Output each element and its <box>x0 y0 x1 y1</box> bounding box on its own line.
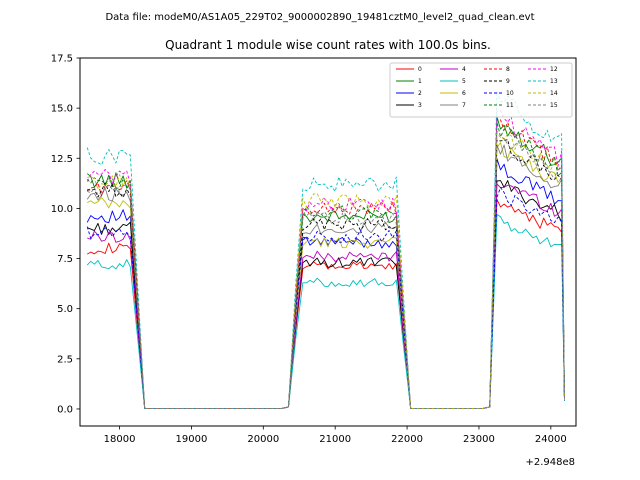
x-tick-label: 23000 <box>463 434 495 445</box>
x-tick-label: 18000 <box>104 434 136 445</box>
legend-label-0: 0 <box>418 66 422 73</box>
series-line-10 <box>86 187 565 409</box>
series-line-9 <box>87 139 565 409</box>
y-tick-label: 17.5 <box>51 54 73 65</box>
legend-frame <box>389 62 573 118</box>
x-tick-label: 24000 <box>535 434 567 445</box>
plot-lines <box>86 90 565 409</box>
legend-label-14: 14 <box>550 90 558 97</box>
legend-label-3: 3 <box>418 102 422 109</box>
y-tick-label: 5.0 <box>57 304 73 315</box>
x-offset-label: +2.948e8 <box>525 457 575 468</box>
y-tick-label: 15.0 <box>51 104 73 115</box>
legend-label-8: 8 <box>506 66 510 73</box>
y-tick-label: 7.5 <box>57 254 73 265</box>
axes-frame <box>79 57 577 427</box>
legend-label-11: 11 <box>506 102 514 109</box>
figure-suptitle: Data file: modeM0/AS1A05_229T02_90000028… <box>105 12 534 23</box>
chart-title: Quadrant 1 module wise count rates with … <box>165 38 491 52</box>
legend-label-15: 15 <box>550 102 558 109</box>
legend-label-12: 12 <box>550 66 558 73</box>
legend-label-13: 13 <box>550 78 558 85</box>
y-tick-label: 0.0 <box>57 404 73 415</box>
series-line-14 <box>87 132 565 409</box>
legend-label-9: 9 <box>506 78 510 85</box>
x-tick-label: 20000 <box>247 434 279 445</box>
x-axis: 18000 19000 20000 21000 22000 23000 24000 <box>104 426 567 445</box>
x-tick-label: 21000 <box>319 434 351 445</box>
y-tick-label: 12.5 <box>51 154 73 165</box>
x-tick-label: 22000 <box>391 434 423 445</box>
legend-label-7: 7 <box>462 102 466 109</box>
y-axis: 0.0 2.5 5.0 7.5 10.0 12.5 15.0 17.5 <box>51 54 80 415</box>
legend-label-4: 4 <box>462 66 466 73</box>
series-line-12 <box>86 110 565 409</box>
legend-label-5: 5 <box>462 78 466 85</box>
legend-label-10: 10 <box>506 90 514 97</box>
legend-label-1: 1 <box>418 78 422 85</box>
x-tick-label: 19000 <box>176 434 208 445</box>
legend-label-2: 2 <box>418 90 422 97</box>
series-line-11 <box>86 121 565 409</box>
legend-label-6: 6 <box>462 90 466 97</box>
y-tick-label: 10.0 <box>51 204 73 215</box>
y-tick-label: 2.5 <box>57 354 73 365</box>
